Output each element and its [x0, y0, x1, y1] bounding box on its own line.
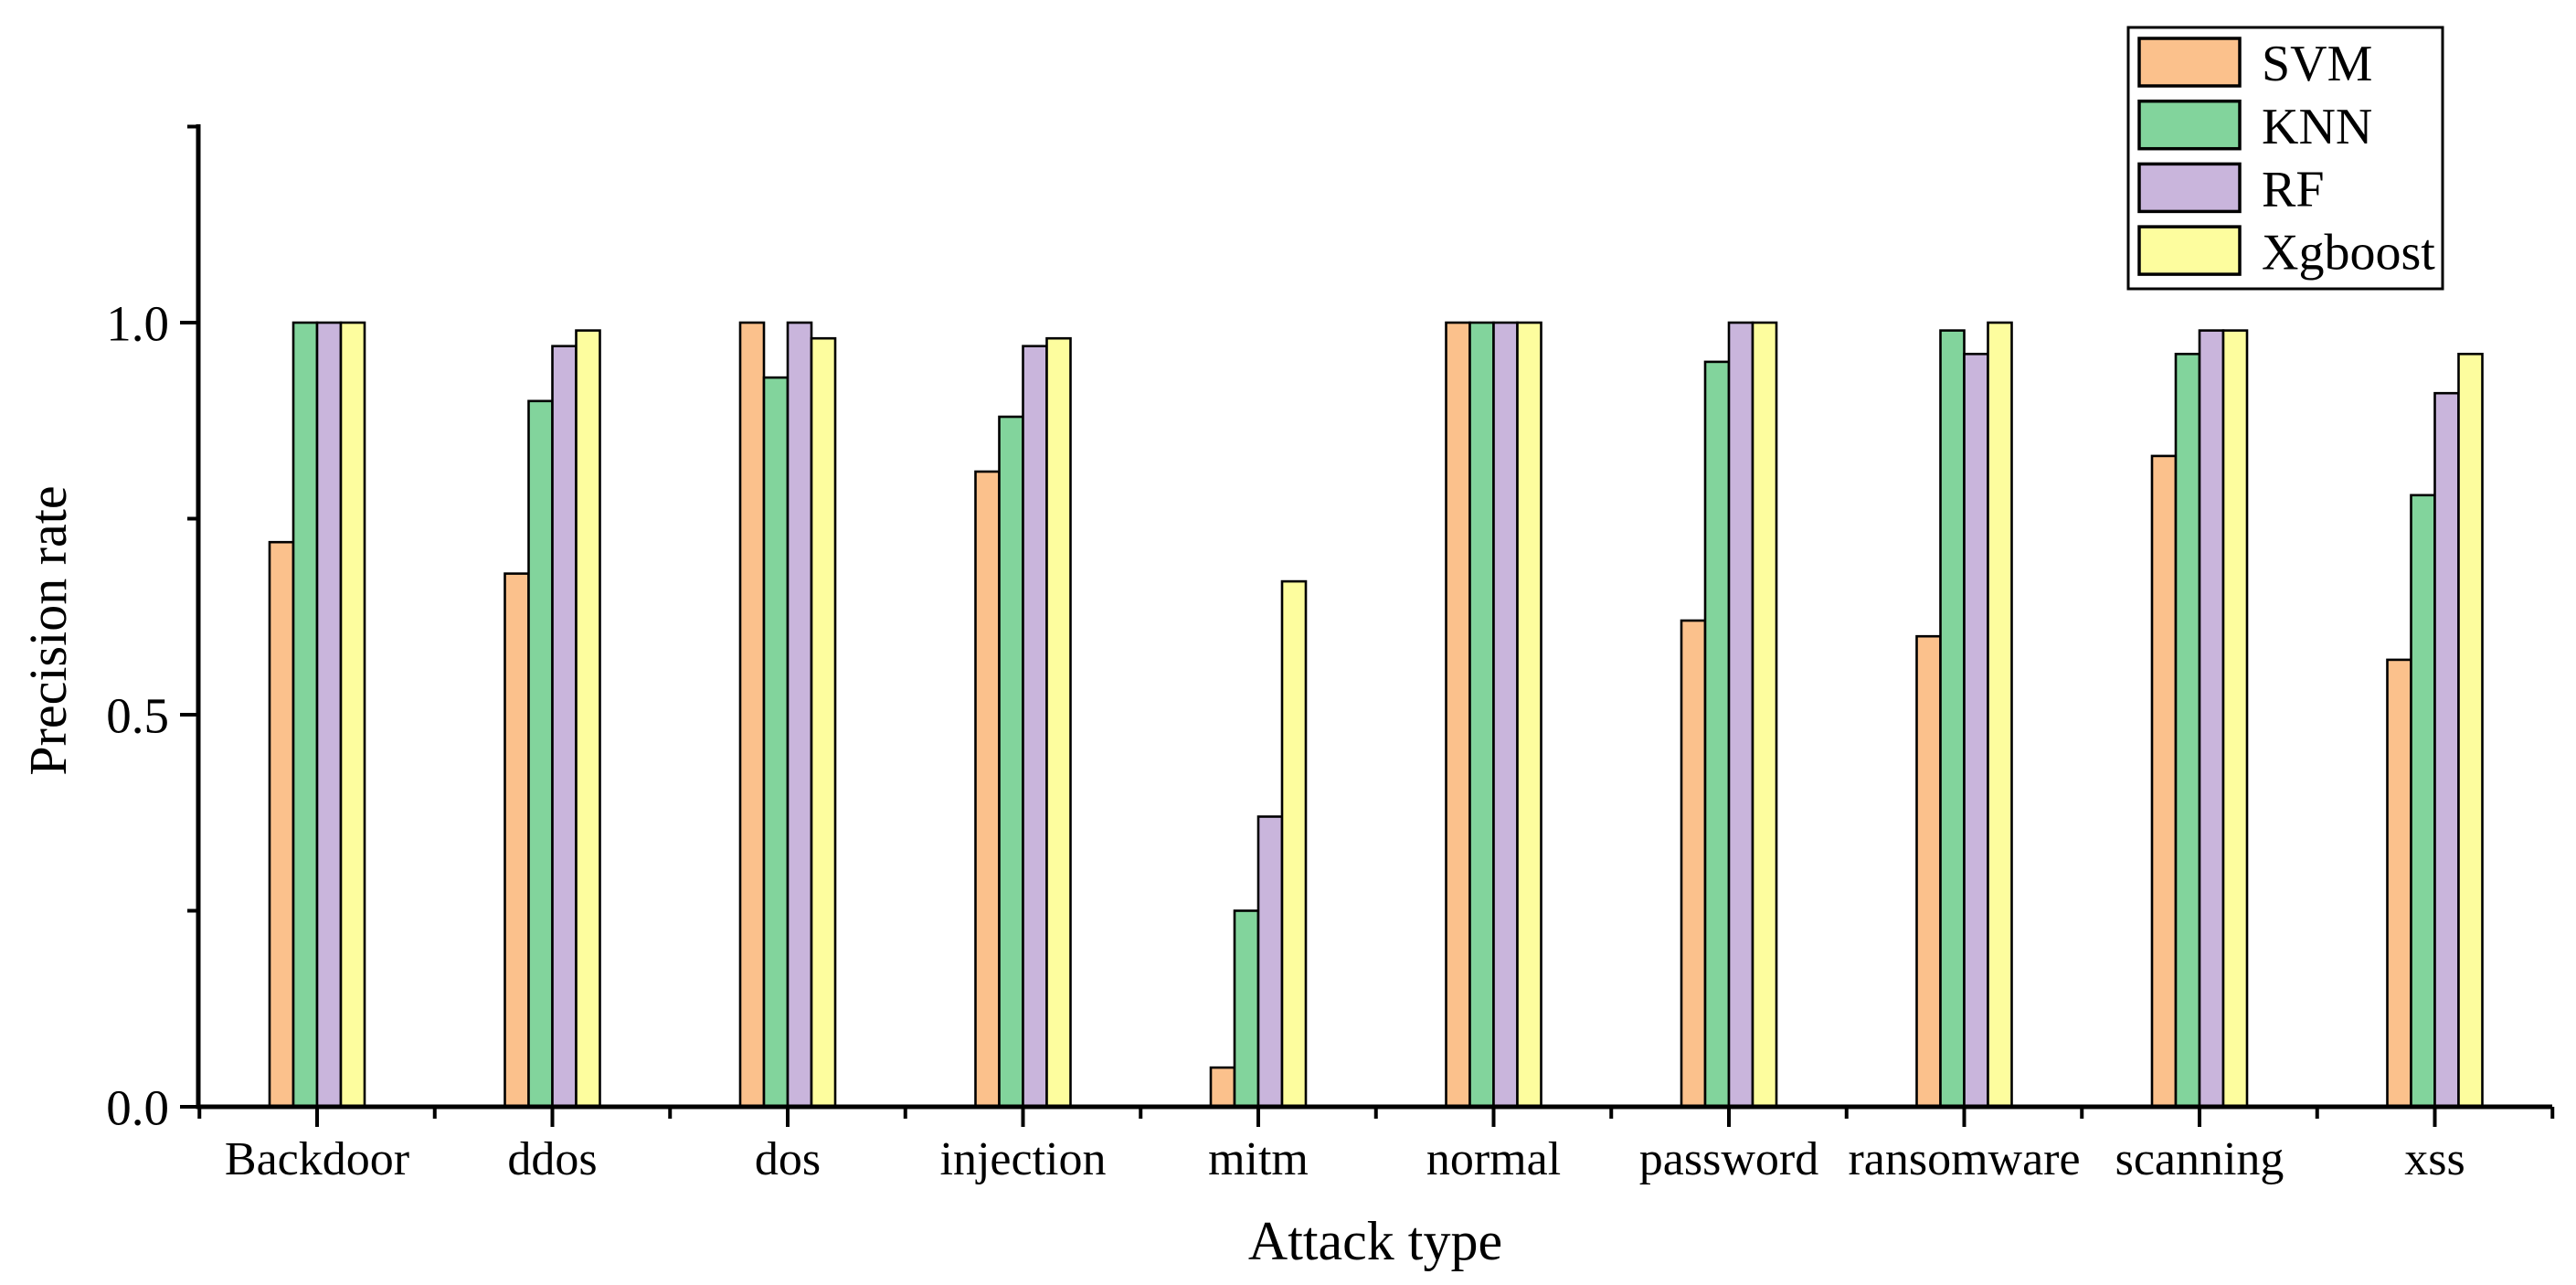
- bars-layer: [268, 321, 2484, 1109]
- bar-svm-scanning: [2150, 454, 2178, 1109]
- legend-swatch-svm: [2137, 37, 2242, 88]
- bar-xgboost-mitm: [1280, 579, 1308, 1109]
- x-category-label: normal: [1426, 1133, 1561, 1185]
- x-category-label: password: [1639, 1133, 1818, 1185]
- labels-layer: 0.0 0.5 1.0 Backdoor ddos dos injection mitm nor…: [106, 295, 2465, 1185]
- x-category-label: scanning: [2115, 1133, 2284, 1185]
- x-axis-title: Attack type: [1248, 1211, 1502, 1271]
- x-category-label: Backdoor: [225, 1133, 409, 1185]
- legend-label-rf: RF: [2262, 162, 2325, 218]
- bar-xgboost-scanning: [2221, 329, 2249, 1109]
- y-tick-label: 1.0: [106, 295, 169, 351]
- x-category-label: dos: [755, 1133, 821, 1185]
- bar-rf-dos: [786, 321, 813, 1109]
- bar-xgboost-password: [1751, 321, 1778, 1109]
- legend-label-knn: KNN: [2262, 99, 2372, 155]
- bar-knn-dos: [762, 376, 790, 1109]
- legend-swatch-rf: [2137, 162, 2242, 214]
- y-axis-title: Precision rate: [18, 485, 78, 775]
- bar-knn-ransomware: [1939, 329, 1966, 1109]
- bar-rf-password: [1727, 321, 1754, 1109]
- legend-swatch-knn: [2137, 99, 2242, 151]
- x-category-label: injection: [940, 1133, 1107, 1185]
- bar-rf-backdoor: [315, 321, 343, 1109]
- bar-rf-xss: [2433, 391, 2460, 1109]
- bar-rf-normal: [1492, 321, 1519, 1109]
- bar-svm-xss: [2386, 658, 2412, 1109]
- y-tick-label: 0.0: [106, 1079, 169, 1135]
- bar-knn-scanning: [2174, 352, 2201, 1109]
- x-category-label: mitm: [1208, 1133, 1309, 1185]
- legend-label-svm: SVM: [2262, 36, 2372, 92]
- bar-xgboost-dos: [810, 336, 837, 1109]
- bar-knn-backdoor: [292, 321, 319, 1109]
- bar-svm-backdoor: [268, 540, 295, 1109]
- bar-knn-ddos: [527, 399, 554, 1109]
- bar-rf-ransomware: [1963, 352, 1989, 1109]
- bar-svm-ransomware: [1915, 634, 1942, 1109]
- bar-svm-password: [1680, 619, 1707, 1109]
- bar-xgboost-ddos: [575, 329, 601, 1109]
- bar-knn-mitm: [1233, 909, 1260, 1109]
- bar-svm-dos: [738, 321, 766, 1109]
- x-category-label: xss: [2404, 1133, 2465, 1185]
- legend-label-xgboost: Xgboost: [2262, 224, 2435, 281]
- bar-rf-mitm: [1256, 815, 1284, 1109]
- bar-xgboost-xss: [2457, 352, 2484, 1109]
- bar-knn-password: [1703, 360, 1731, 1109]
- bar-xgboost-injection: [1045, 336, 1072, 1109]
- bar-knn-normal: [1468, 321, 1495, 1109]
- bar-rf-scanning: [2198, 329, 2225, 1109]
- bar-rf-ddos: [551, 345, 578, 1109]
- axes-layer: [180, 124, 2555, 1127]
- y-tick-label: 0.5: [106, 687, 169, 743]
- bar-svm-ddos: [504, 572, 530, 1109]
- bar-knn-injection: [998, 415, 1024, 1109]
- bar-svm-normal: [1445, 321, 1471, 1109]
- bar-knn-xss: [2410, 494, 2436, 1109]
- legend-swatch-xgboost: [2137, 225, 2242, 276]
- bar-xgboost-backdoor: [339, 321, 366, 1109]
- bar-rf-injection: [1022, 345, 1048, 1109]
- bar-svm-injection: [974, 470, 1001, 1109]
- bar-xgboost-normal: [1516, 321, 1542, 1109]
- legend: SVM KNN RF Xgboost: [2126, 26, 2444, 291]
- bar-svm-mitm: [1209, 1066, 1236, 1109]
- x-category-label: ransomware: [1848, 1133, 2080, 1185]
- bar-xgboost-ransomware: [1987, 321, 2013, 1109]
- x-category-label: ddos: [507, 1133, 597, 1185]
